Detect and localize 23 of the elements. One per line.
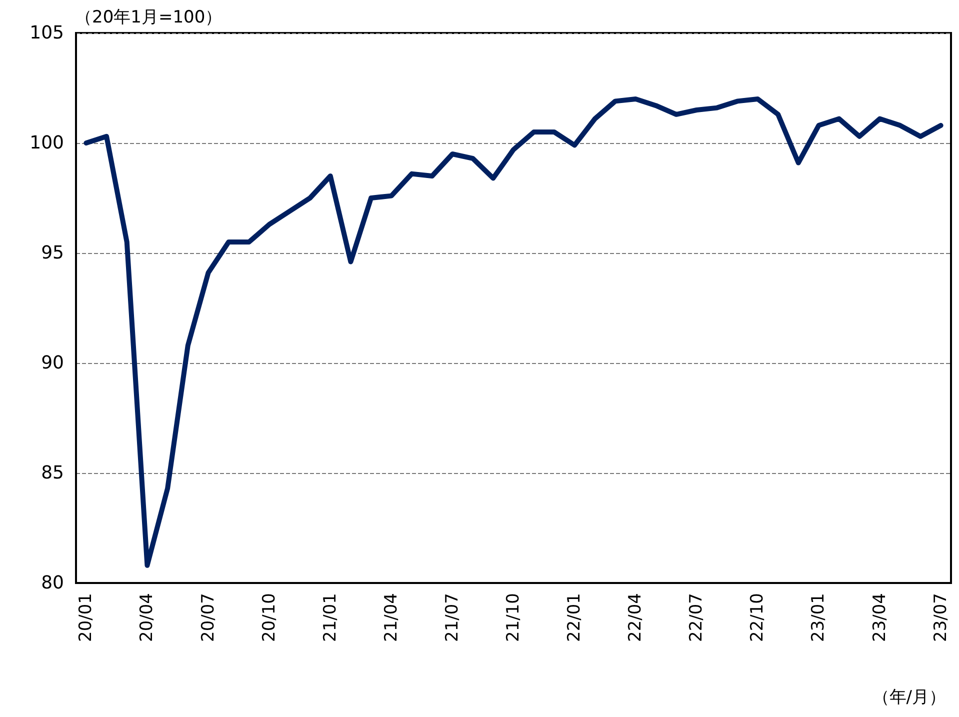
x-tick-label: 21/10 [504, 593, 524, 642]
x-axis-title: （年/月） [872, 688, 946, 708]
x-tick-label: 22/04 [626, 593, 646, 642]
x-tick-label: 20/01 [76, 593, 96, 642]
y-axis-title: （20年1月=100） [75, 8, 222, 28]
x-tick-label: 23/01 [808, 593, 829, 642]
x-tick-label: 23/07 [930, 593, 951, 642]
y-tick-label: 80 [41, 572, 64, 594]
x-tick-label: 21/01 [320, 593, 340, 642]
x-tick-label: 23/04 [870, 593, 890, 642]
y-tick-label: 90 [41, 352, 64, 374]
x-tick-label: 21/07 [442, 593, 462, 642]
x-tick-label: 21/04 [381, 593, 402, 642]
x-tick-label: 20/07 [198, 593, 218, 642]
x-tick-label: 20/04 [137, 593, 158, 642]
x-tick-label: 22/01 [564, 593, 585, 642]
y-tick-label: 85 [41, 462, 64, 484]
y-tick-label: 100 [30, 132, 64, 154]
x-tick-label: 22/10 [748, 593, 768, 642]
y-tick-label: 105 [30, 22, 64, 44]
x-tick-label: 20/10 [259, 593, 280, 642]
x-tick-label: 22/07 [686, 593, 707, 642]
y-tick-label: 95 [41, 242, 64, 264]
